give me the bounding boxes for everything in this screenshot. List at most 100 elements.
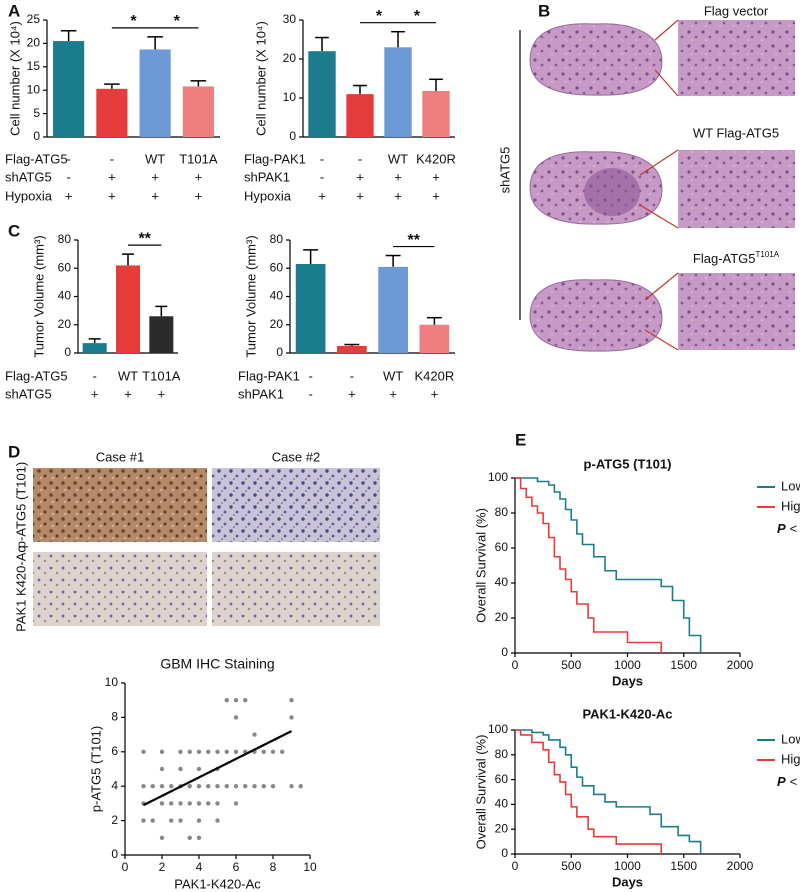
point [270,784,276,789]
condition-value: + [356,169,364,184]
y-tick-label: 8 [111,710,118,724]
significance-label: ** [138,230,151,247]
annotation-text: < 0.01** [790,774,800,789]
point [159,766,165,772]
x-tick-label: 500 [561,658,581,672]
y-tick-label: 15 [27,59,41,73]
point [187,784,192,789]
point [159,784,165,789]
x-tick-label: 2000 [727,658,754,672]
image-label: Flag vector [704,3,769,18]
x-tick-label: 6 [233,860,240,874]
panel-letter: D [8,442,20,461]
point [252,732,257,737]
x-tick-label: 1000 [614,658,641,672]
condition-value: WT [383,368,403,383]
x-tick-label: 1500 [670,859,697,873]
y-tick-label: 25 [27,12,41,26]
significance-label: * [174,13,181,30]
y-tick-label: 20 [27,36,41,50]
survival-curve [515,729,702,854]
condition-value: + [394,188,402,203]
condition-value: + [195,169,203,184]
point [196,835,202,840]
point [141,784,146,789]
bar [419,324,450,353]
x-tick-label: 1500 [670,658,697,672]
y-tick-label: 0 [501,846,508,860]
point [178,766,183,772]
point [178,818,183,823]
condition-value: T101A [142,368,181,383]
condition-value: - [320,151,324,166]
point [196,766,202,772]
point [215,784,220,789]
legend-label: Low (n=51) [781,478,800,493]
bar [295,264,326,353]
x-tick-label: 500 [561,859,581,873]
point [141,818,146,823]
condition-value: + [108,169,116,184]
condition-label: shATG5 [5,386,52,401]
column-label: Case #1 [96,449,144,464]
point [270,749,276,754]
y-axis-label: Tumor Volume (mm³) [31,235,46,357]
x-tick-label: 10 [303,860,317,874]
condition-value: - [66,151,70,166]
condition-value: WT [118,368,138,383]
legend-label: High (n=37) [781,498,800,513]
bar [53,41,85,138]
x-tick-label: 0 [512,658,519,672]
panel-letter: A [8,1,20,20]
significance-label: ** [408,232,421,249]
condition-label: Flag-PAK1 [238,368,300,383]
point [206,784,211,789]
condition-value: - [308,368,312,383]
y-tick-label: 10 [27,82,41,96]
point [261,749,266,754]
point [233,801,239,806]
y-tick-label: 20 [283,51,297,65]
y-tick-label: 40 [270,289,284,303]
point [298,784,303,789]
x-tick-label: 0 [122,860,129,874]
significance-label: * [376,8,383,25]
fit-line [143,730,292,807]
point [243,784,248,789]
y-tick-label: 20 [58,317,72,331]
y-axis-label: Cell number (X 10⁴) [7,21,22,136]
condition-label: Flag-ATG5 [5,368,68,383]
y-tick-label: 0 [64,345,71,359]
x-tick-label: 4 [196,860,203,874]
point [215,749,220,754]
condition-value: + [432,169,440,184]
y-tick-label: 60 [58,260,72,274]
point [233,698,239,703]
condition-value: + [394,169,402,184]
row-label: p-ATG5 (T101) [13,462,28,548]
y-tick-label: 0 [33,129,40,143]
bar [139,49,171,137]
point [150,818,155,823]
point [243,698,248,703]
y-axis-label: Tumor Volume (mm³) [243,235,258,357]
point [224,784,229,789]
annotation: P < 0.001*** [777,521,800,536]
side-label: shATG5 [497,147,512,194]
point [233,715,239,720]
point [196,749,202,754]
y-tick-label: 20 [270,317,284,331]
point [289,784,294,789]
y-tick-label: 80 [58,232,72,246]
condition-value: + [318,188,326,203]
panel-letter: B [538,1,550,20]
point [159,749,165,754]
y-tick-label: 4 [111,778,118,792]
y-axis-label: Overall Survival (%) [473,735,488,850]
point [215,801,220,806]
bar [346,94,374,137]
condition-value: - [308,386,312,401]
bar [82,343,107,353]
condition-value: + [158,386,166,401]
y-tick-label: 40 [58,289,72,303]
